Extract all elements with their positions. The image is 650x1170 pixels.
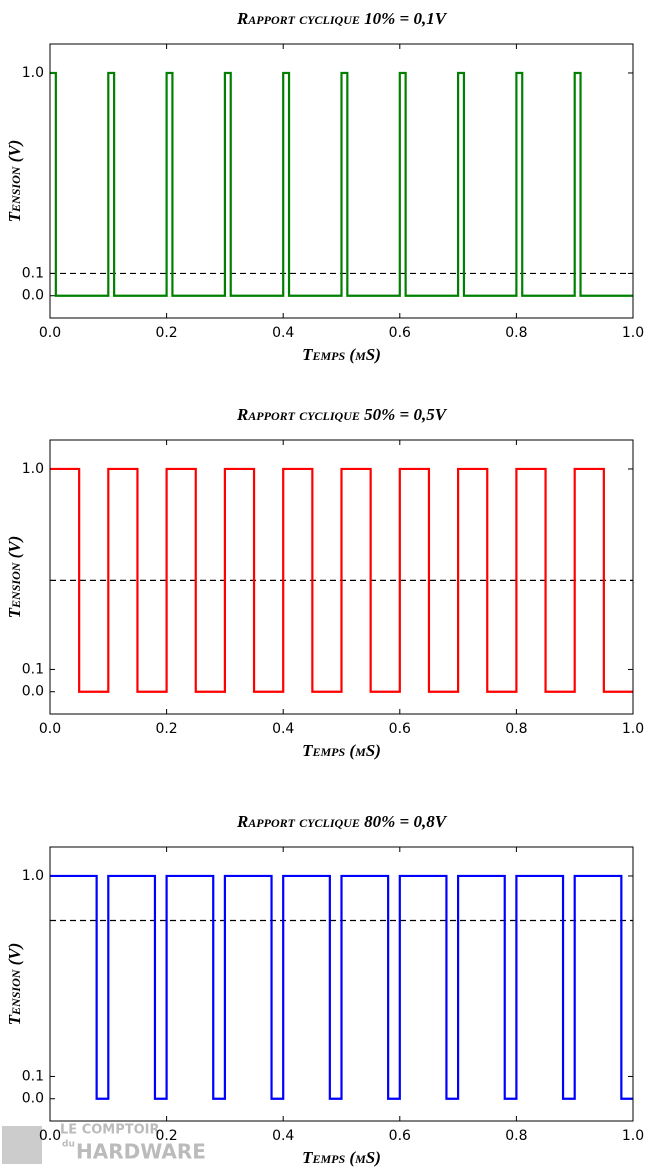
x-axis-label: Temps (µS)	[302, 345, 381, 364]
y-tick-label: 1.0	[22, 461, 44, 477]
chart-title: Rapport cyclique 50% = 0,5V	[236, 405, 448, 424]
y-tick-label: 0.0	[22, 684, 44, 700]
x-axis-label: Temps (µS)	[302, 741, 381, 760]
y-tick-label: 0.1	[22, 661, 44, 677]
x-tick-label: 0.6	[389, 325, 411, 341]
x-tick-label: 0.0	[39, 721, 61, 737]
chart-title: Rapport cyclique 80% = 0,8V	[236, 812, 448, 831]
series-line	[50, 874, 633, 1100]
chart: Rapport cyclique 50% = 0,5V Temps (µS) Ten…	[5, 405, 644, 760]
series-line	[50, 467, 633, 693]
x-tick-label: 1.0	[622, 721, 644, 737]
chart-title: Rapport cyclique 10% = 0,1V	[236, 9, 448, 28]
y-tick-label: 1.0	[22, 868, 44, 884]
chart: Rapport cyclique 80% = 0,8V Temps (µS) Ten…	[5, 812, 644, 1167]
plot-frame	[49, 43, 634, 319]
x-tick-label: 0.4	[272, 721, 294, 737]
x-tick-label: 0.2	[155, 1128, 177, 1144]
y-tick-label: 0.1	[22, 1068, 44, 1084]
x-tick-label: 1.0	[622, 1128, 644, 1144]
x-tick-label: 0.8	[505, 1128, 527, 1144]
chart: Rapport cyclique 10% = 0,1V Temps (µS) Ten…	[5, 9, 644, 364]
x-tick-label: 0.0	[39, 1128, 61, 1144]
y-axis-label: Tension (V)	[5, 943, 24, 1026]
x-tick-label: 0.2	[155, 721, 177, 737]
plot-frame	[49, 439, 634, 715]
x-axis-label: Temps (µS)	[302, 1148, 381, 1167]
x-tick-label: 1.0	[622, 325, 644, 341]
plot-frame	[49, 846, 634, 1122]
y-axis-label: Tension (V)	[5, 536, 24, 619]
y-tick-label: 0.0	[22, 1091, 44, 1107]
x-tick-label: 0.4	[272, 1128, 294, 1144]
x-tick-label: 0.0	[39, 325, 61, 341]
watermark-text: du	[62, 1140, 75, 1150]
x-tick-label: 0.8	[505, 325, 527, 341]
watermark-text: HARDWARE	[76, 1140, 206, 1164]
watermark: LE COMPTOIR du HARDWARE	[2, 1123, 206, 1164]
x-tick-label: 0.6	[389, 1128, 411, 1144]
y-tick-label: 1.0	[22, 65, 44, 81]
y-tick-label: 0.1	[22, 265, 44, 281]
x-tick-label: 0.6	[389, 721, 411, 737]
series-line	[50, 71, 633, 297]
watermark-logo	[2, 1126, 42, 1164]
x-tick-label: 0.2	[155, 325, 177, 341]
x-tick-label: 0.8	[505, 721, 527, 737]
x-tick-label: 0.4	[272, 325, 294, 341]
y-tick-label: 0.0	[22, 288, 44, 304]
watermark-text: LE COMPTOIR	[60, 1123, 160, 1138]
y-axis-label: Tension (V)	[5, 140, 24, 223]
